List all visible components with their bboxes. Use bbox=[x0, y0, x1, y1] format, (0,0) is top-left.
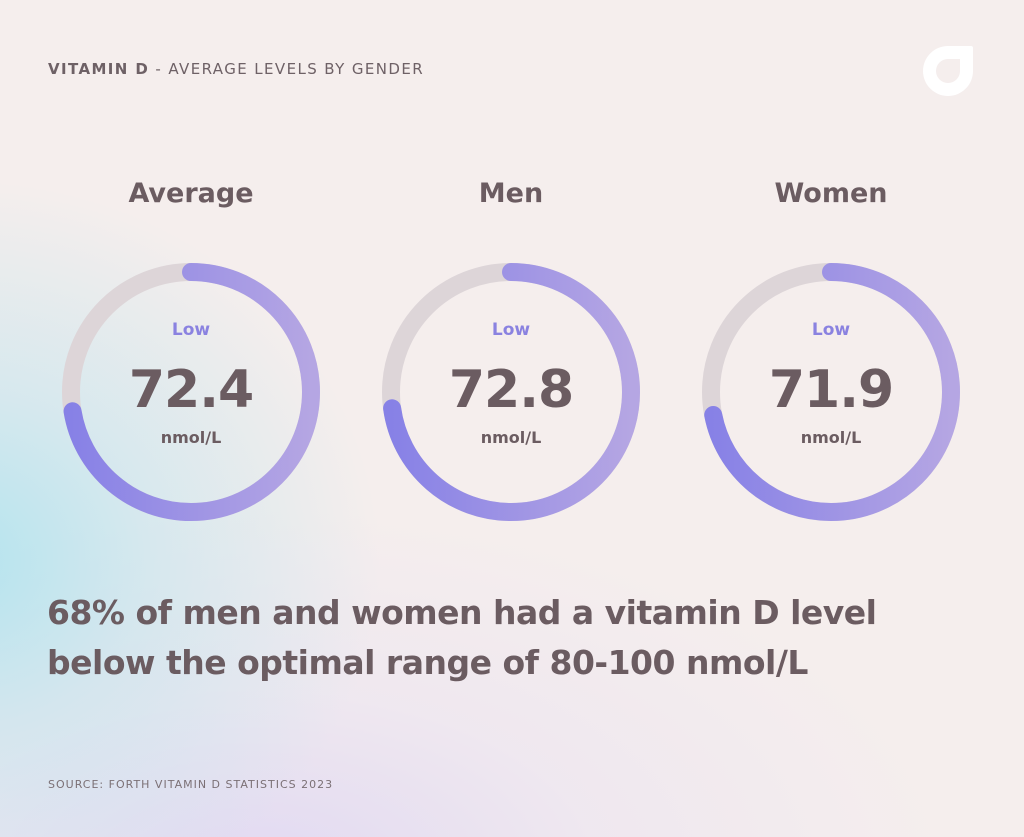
gauge-ring bbox=[382, 263, 640, 521]
gauge-average: Low 72.4 nmol/L bbox=[61, 262, 321, 522]
gauge-unit: nmol/L bbox=[800, 428, 862, 447]
gauge-unit: nmol/L bbox=[160, 428, 222, 447]
headline-statement: 68% of men and women had a vitamin D lev… bbox=[47, 593, 877, 682]
gauge-value: 72.4 bbox=[128, 360, 254, 420]
gauge-women: Low 71.9 nmol/L bbox=[701, 262, 961, 522]
status-badge: Low bbox=[491, 320, 531, 340]
source-note: SOURCE: FORTH VITAMIN D STATISTICS 2023 bbox=[48, 778, 334, 791]
drop-logo-icon bbox=[923, 46, 973, 96]
gauge-ring bbox=[702, 263, 960, 521]
gauge-label-men: Men bbox=[478, 178, 544, 209]
gauge-men: Low 72.8 nmol/L bbox=[381, 262, 641, 522]
status-badge: Low bbox=[171, 320, 211, 340]
gauge-label-women: Women bbox=[774, 178, 888, 209]
page-title: VITAMIN D - AVERAGE LEVELS BY GENDER bbox=[48, 60, 424, 78]
gauge-arc bbox=[702, 263, 960, 521]
gauge-unit: nmol/L bbox=[480, 428, 542, 447]
gauge-arc bbox=[382, 263, 640, 521]
gauge-value: 71.9 bbox=[768, 360, 894, 420]
title-bold: VITAMIN D bbox=[48, 60, 150, 78]
gauge-label-average: Average bbox=[128, 178, 254, 209]
gauge-value: 72.8 bbox=[448, 360, 574, 420]
status-badge: Low bbox=[811, 320, 851, 340]
gauge-arc bbox=[62, 263, 320, 521]
title-rest: - AVERAGE LEVELS BY GENDER bbox=[149, 60, 425, 78]
gauge-ring bbox=[62, 263, 320, 521]
